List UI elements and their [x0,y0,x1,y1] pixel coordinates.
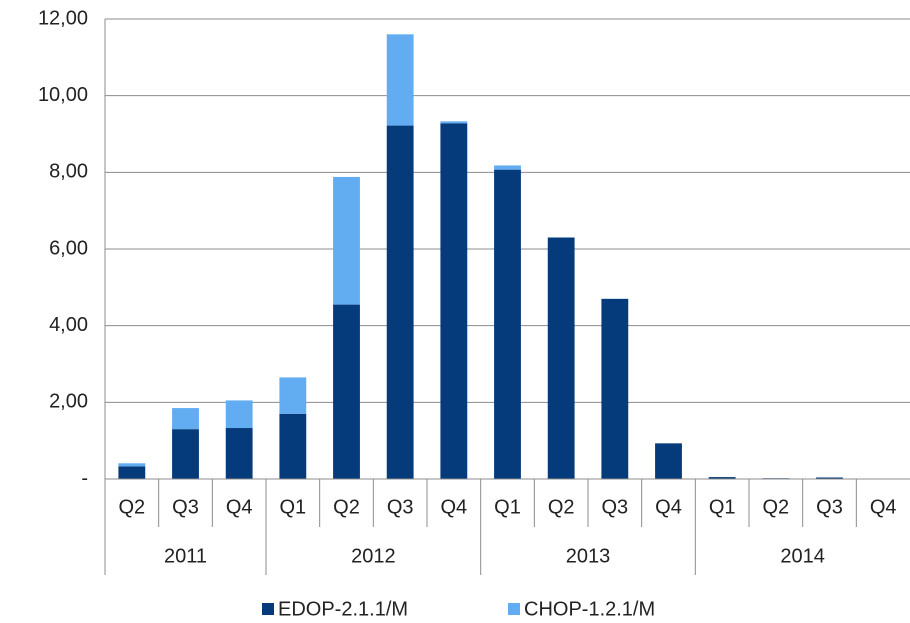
bar-segment [279,413,307,479]
bar-segment [601,298,629,479]
bar-segment [440,121,468,124]
bar-segment [386,34,414,126]
x-group-label: 2012 [351,545,396,567]
y-tick-label: 2,00 [49,391,88,413]
bar-segment [816,477,843,479]
bar-segment [547,237,575,479]
x-tick-label: Q2 [118,496,145,518]
y-tick-label: 8,00 [49,161,88,183]
x-tick-label: Q1 [709,496,736,518]
x-tick-label: Q3 [172,496,199,518]
bar-segment [118,463,146,467]
bar-segment [494,165,521,170]
x-group-label: 2013 [566,545,611,567]
bar-segment [172,408,199,430]
legend-label: CHOP-1.2.1/M [524,598,655,620]
bar-segment [655,443,682,479]
x-tick-label: Q2 [333,496,360,518]
x-tick-label: Q4 [870,496,897,518]
legend-swatch [262,603,274,615]
x-tick-label: Q3 [601,496,628,518]
x-tick-label: Q2 [548,496,575,518]
bar-segment [333,176,360,305]
x-tick-label: Q1 [494,496,521,518]
y-tick-label: 10,00 [38,84,88,106]
x-tick-label: Q4 [655,496,682,518]
x-group-label: 2011 [164,545,207,567]
bar-segment [172,429,199,479]
bar-segment [333,304,360,479]
bar-segment [279,377,307,414]
x-tick-label: Q4 [440,496,467,518]
x-tick-label: Q3 [387,496,414,518]
legend-swatch [508,603,520,615]
x-tick-label: Q2 [762,496,789,518]
y-tick-label: - [81,467,88,489]
bar-segment [118,466,146,479]
y-tick-label: 6,00 [49,237,88,259]
legend-label: EDOP-2.1.1/M [278,598,408,620]
x-tick-label: Q1 [279,496,306,518]
bar-segment [708,477,736,479]
x-group-label: 2014 [780,545,825,567]
bar-segment [494,169,521,479]
bar-segment [440,123,468,480]
bar-segment [225,428,253,479]
x-tick-label: Q3 [816,496,843,518]
x-tick-label: Q4 [226,496,253,518]
bar-segment [225,400,253,429]
bar-segment [386,125,414,480]
y-tick-label: 4,00 [49,314,88,336]
y-tick-label: 12,00 [38,7,88,29]
